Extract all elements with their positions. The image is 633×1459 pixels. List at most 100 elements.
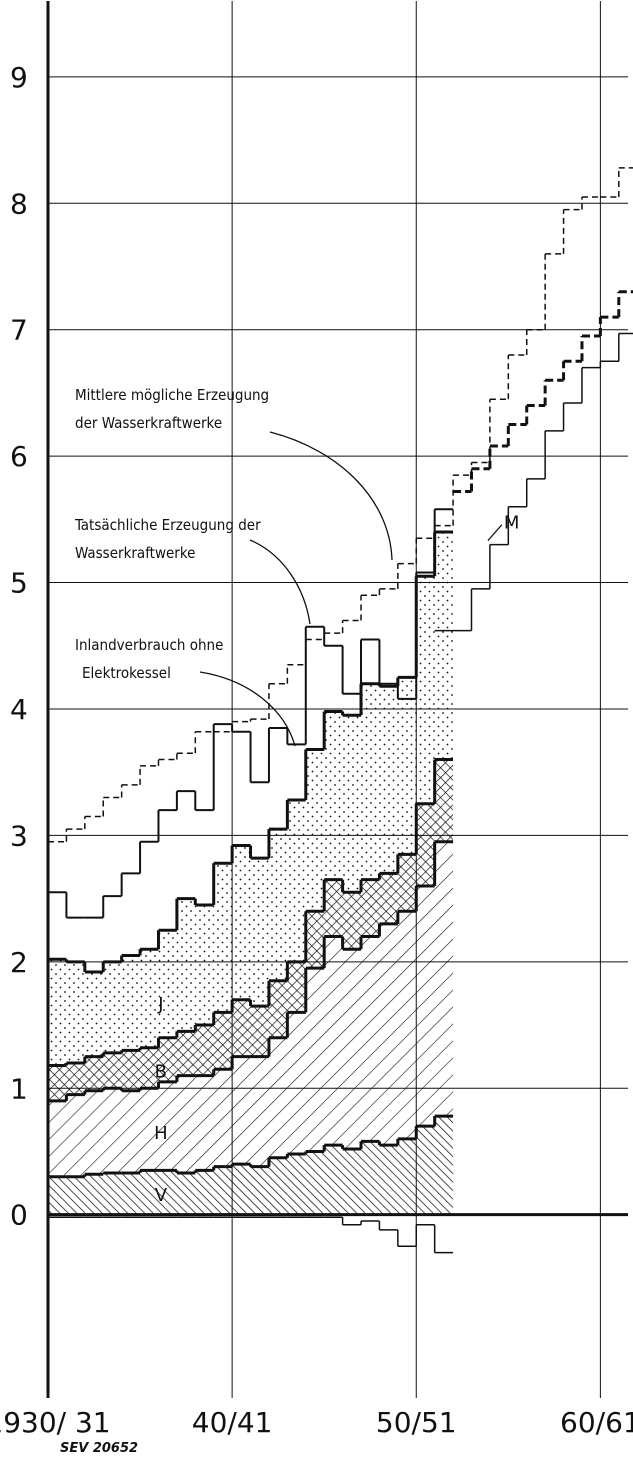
stack-segment <box>84 971 104 1057</box>
stack-segment <box>195 904 214 1026</box>
stack-segment <box>158 1170 177 1215</box>
stack-segment <box>434 841 454 1117</box>
stack-segment <box>66 1176 85 1215</box>
stack-segment <box>287 800 306 962</box>
series-label: H <box>154 1123 168 1144</box>
stack-segment <box>397 854 417 912</box>
stack-segment <box>140 1088 159 1171</box>
stack-segment <box>434 759 454 842</box>
stack-segment <box>140 1047 159 1089</box>
series-label: V <box>155 1185 168 1206</box>
stack-segment <box>416 885 435 1127</box>
stack-segment <box>176 1075 196 1173</box>
stack-segment <box>434 531 454 760</box>
stack-segment <box>121 1090 141 1173</box>
arrow <box>487 524 503 542</box>
y-tick-label: 5 <box>10 567 28 600</box>
arrow <box>249 539 311 625</box>
stack-segment <box>361 1141 380 1215</box>
stack-segment <box>158 1037 177 1082</box>
stack-segment <box>324 711 343 880</box>
series-label: J <box>157 994 163 1015</box>
stack-segment <box>158 1081 177 1171</box>
stack-segment <box>361 936 380 1142</box>
stack-segment <box>213 1069 233 1167</box>
stack-segment <box>48 959 67 1066</box>
stack-segment <box>66 961 85 1063</box>
stack-segment <box>342 1148 362 1215</box>
stack-segment <box>268 1037 288 1158</box>
stack-segment <box>305 968 325 1152</box>
stack-segment <box>305 1151 325 1215</box>
x-tick-label: 60/61 <box>560 1406 633 1439</box>
stack-segment <box>84 1090 104 1175</box>
stack-segment <box>213 863 233 1013</box>
y-tick-label: 4 <box>10 693 28 726</box>
stack-segment <box>103 961 122 1053</box>
stack-segment <box>416 576 435 804</box>
stack-segment <box>268 829 288 981</box>
stack-segment <box>305 911 325 969</box>
stack-segment <box>66 1062 85 1095</box>
stack-segment <box>103 1172 122 1215</box>
stack-segment <box>176 1172 196 1215</box>
stack-segment <box>287 1012 306 1154</box>
annotation: Mittlere mögliche Erzeugung <box>75 386 269 404</box>
y-tick-label: 6 <box>10 440 28 473</box>
stack-segment <box>232 1164 251 1215</box>
stack-segment <box>121 955 141 1051</box>
stack-segment <box>250 1056 269 1167</box>
stack-segment <box>140 1170 159 1215</box>
annotation: der Wasserkraftwerke <box>75 414 222 432</box>
annotation: Elektrokessel <box>82 664 171 682</box>
stack-segment <box>287 961 306 1013</box>
stack-segment <box>379 686 398 874</box>
x-tick-label: 1930/ 31 <box>0 1406 111 1439</box>
x-tick-label: 40/41 <box>192 1406 273 1439</box>
annotation: Tatsächliche Erzeugung der <box>74 516 261 534</box>
stack-segment <box>305 749 325 912</box>
stack-segment <box>268 1157 288 1215</box>
stack-segment <box>342 715 362 893</box>
stack-segment <box>232 845 251 1000</box>
stack-segment <box>268 980 288 1038</box>
y-tick-label: 8 <box>10 187 28 220</box>
y-tick-label: 3 <box>10 819 28 852</box>
stack-segment <box>121 1172 141 1215</box>
stack-segment <box>324 1145 343 1215</box>
stack-segment <box>232 999 251 1057</box>
annotation: Wasserkraftwerke <box>75 544 195 562</box>
stack-segment <box>379 923 398 1146</box>
y-tick-label: 1 <box>10 1072 28 1105</box>
stack-segment <box>397 677 417 855</box>
stack-segment <box>195 1170 214 1215</box>
x-tick-label: 50/51 <box>376 1406 457 1439</box>
y-tick-label: 0 <box>10 1199 28 1232</box>
series-label: M <box>504 513 520 534</box>
stack-segment <box>84 1174 104 1215</box>
stack-segment <box>250 1166 269 1215</box>
stack-segment <box>379 873 398 924</box>
stack-segment <box>66 1094 85 1177</box>
stack-segment <box>195 1075 214 1171</box>
stack-segment <box>213 1166 233 1215</box>
annotation: Inlandverbrauch ohne <box>75 636 223 654</box>
series-label: B <box>155 1062 167 1083</box>
stack-segment <box>103 1052 122 1089</box>
figure-code: SEV 20652 <box>60 1441 138 1456</box>
stack-segment <box>176 898 196 1032</box>
stack-segment <box>397 1138 417 1215</box>
arrow <box>199 671 296 747</box>
y-tick-label: 7 <box>10 314 28 347</box>
stack-segment <box>361 683 380 880</box>
stack-segment <box>324 879 343 937</box>
stack-segment <box>121 1050 141 1091</box>
stack-segment <box>158 930 177 1038</box>
arrow <box>269 431 393 561</box>
stack-segment <box>103 1088 122 1173</box>
stack-segment <box>213 1012 233 1070</box>
y-tick-label: 9 <box>10 61 28 94</box>
stack-segment <box>48 1065 67 1101</box>
stack-segment <box>48 1176 67 1215</box>
